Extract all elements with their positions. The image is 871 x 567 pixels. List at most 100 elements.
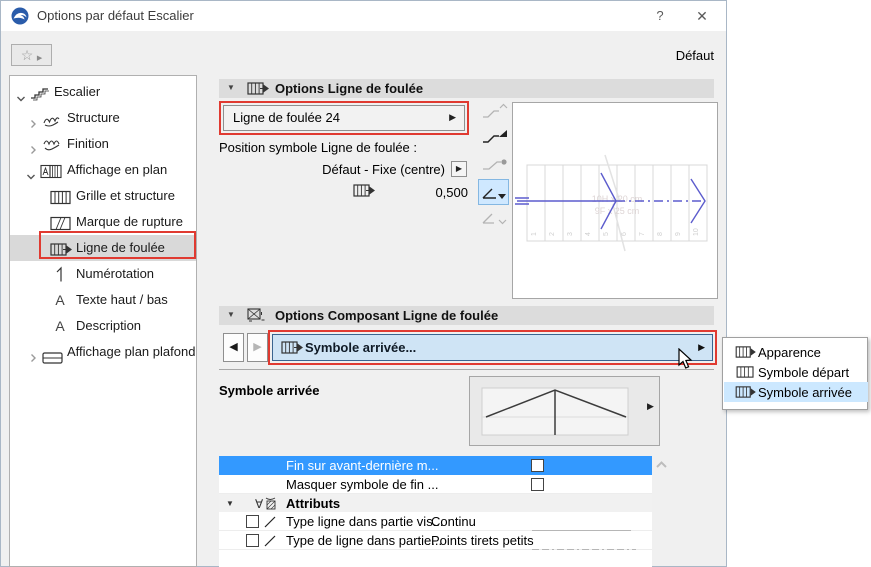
tree-label: Description xyxy=(76,318,142,333)
panel-title: Options Ligne de foulée xyxy=(275,81,424,96)
row-label: Type ligne dans partie vis... xyxy=(286,514,444,529)
component-selector-value: Symbole arrivée... xyxy=(305,340,417,355)
sidebar-item-finition[interactable]: Finition xyxy=(10,131,196,157)
dialog-title: Options par défaut Escalier xyxy=(37,8,194,23)
walking-line-type-dropdown[interactable]: Ligne de foulée 24 ▶ xyxy=(223,105,465,131)
nav-right-icon: ▶ xyxy=(253,341,262,353)
chevron-right-icon[interactable] xyxy=(28,112,38,138)
svg-text:8: 8 xyxy=(657,232,664,236)
chevron-right-icon: ▶ xyxy=(449,112,456,122)
text-icon: A xyxy=(52,317,68,343)
sidebar-item-affichage-plan-plafond[interactable]: Affichage plan plafond r xyxy=(10,339,196,365)
sidebar-item-structure[interactable]: Structure xyxy=(10,105,196,131)
default-label: Défaut xyxy=(675,48,714,63)
collapse-triangle-icon[interactable]: ▼ xyxy=(227,83,235,92)
panel-header-ligne-de-foulee[interactable]: ▼ Options Ligne de foulée xyxy=(219,79,714,98)
mouse-cursor xyxy=(677,347,695,373)
floor-plan-icon xyxy=(40,162,62,188)
tree-label: Affichage en plan xyxy=(67,162,168,177)
row-label: Fin sur avant-dernière m... xyxy=(286,458,439,473)
scroll-up-icon[interactable] xyxy=(655,457,668,472)
previous-component-button[interactable]: ◀ xyxy=(223,333,244,362)
svg-text:3: 3 xyxy=(567,232,574,236)
table-row-type-ligne-masquee[interactable]: Type de ligne dans partie... Points tire… xyxy=(219,531,652,552)
component-selector-bar[interactable]: Symbole arrivée... ▶ xyxy=(272,334,713,361)
collapse-triangle-icon[interactable]: ▼ xyxy=(226,499,234,508)
checkbox[interactable] xyxy=(531,459,544,472)
stair-default-settings-dialog: Options par défaut Escalier ? ✕ ☆ ▶ Défa… xyxy=(0,0,727,567)
chevron-right-icon: ▶ xyxy=(698,342,705,352)
component-icon xyxy=(247,308,266,327)
sidebar-item-numerotation[interactable]: Numérotation xyxy=(10,261,196,287)
dropdown-value: Ligne de foulée 24 xyxy=(233,110,340,125)
sidebar-item-affichage-en-plan[interactable]: Affichage en plan xyxy=(10,157,196,183)
sidebar-item-description[interactable]: A Description xyxy=(10,313,196,339)
position-dropdown-button[interactable]: ▶ xyxy=(451,161,467,177)
structure-icon xyxy=(42,110,61,136)
preview-text-2: 9F x 25 cm xyxy=(595,206,640,216)
archicad-logo-icon xyxy=(11,7,29,25)
star-icon: ☆ xyxy=(20,47,34,63)
help-button[interactable]: ? xyxy=(656,8,664,23)
tree-label: Affichage plan plafond r xyxy=(67,344,197,359)
text-icon: A xyxy=(52,291,68,317)
settings-tree: Escalier Structure Finition Affichage en… xyxy=(9,75,197,567)
break-mark-icon xyxy=(50,214,71,240)
checkbox[interactable] xyxy=(246,534,259,547)
close-button[interactable]: ✕ xyxy=(696,8,708,24)
divider xyxy=(219,369,714,370)
line-style-option-5[interactable] xyxy=(478,206,509,232)
tree-label: Finition xyxy=(67,136,109,151)
menu-item-label: Apparence xyxy=(758,345,821,360)
sidebar-item-ligne-de-foulee[interactable]: Ligne de foulée xyxy=(10,235,196,261)
chevron-down-icon[interactable] xyxy=(16,87,26,113)
tree-label: Numérotation xyxy=(76,266,155,281)
table-row-masquer-symbole[interactable]: Masquer symbole de fin ... xyxy=(219,475,652,494)
chevron-right-icon[interactable] xyxy=(28,138,38,164)
sidebar-item-escalier[interactable]: Escalier xyxy=(10,79,196,105)
line-style-option-4-selected[interactable] xyxy=(478,179,509,205)
sidebar-item-grille-et-structure[interactable]: Grille et structure xyxy=(10,183,196,209)
line-style-option-3[interactable] xyxy=(478,152,509,178)
row-value[interactable]: Points tirets petits xyxy=(431,533,534,548)
pen-line-icon xyxy=(263,515,277,532)
line-style-option-1[interactable] xyxy=(478,98,509,124)
checkbox[interactable] xyxy=(246,515,259,528)
numbering-icon xyxy=(54,266,66,292)
panel-header-composant[interactable]: ▼ Options Composant Ligne de foulée xyxy=(219,306,714,325)
table-row-fin-avant-derniere[interactable]: Fin sur avant-dernière m... xyxy=(219,456,652,475)
svg-text:A: A xyxy=(55,318,65,334)
arrival-symbol-preview[interactable] xyxy=(469,376,660,446)
chevron-right-icon[interactable]: ▶ xyxy=(647,401,654,411)
checkbox[interactable] xyxy=(531,478,544,491)
tree-label: Texte haut / bas xyxy=(76,292,168,307)
line-style-option-2[interactable] xyxy=(478,125,509,151)
tree-label: Grille et structure xyxy=(76,188,175,203)
offset-value-field[interactable]: 0,500 xyxy=(435,185,468,200)
pen-line-icon xyxy=(263,534,277,551)
grid-icon xyxy=(735,365,757,382)
svg-text:∀: ∀ xyxy=(255,497,264,511)
sidebar-item-texte-haut-bas[interactable]: A Texte haut / bas xyxy=(10,287,196,313)
svg-text:6: 6 xyxy=(621,232,628,236)
chevron-right-icon[interactable] xyxy=(28,346,38,372)
sidebar-item-marque-de-rupture[interactable]: Marque de rupture xyxy=(10,209,196,235)
position-symbol-label: Position symbole Ligne de foulée : xyxy=(219,140,418,155)
next-component-button[interactable]: ▶ xyxy=(247,333,268,362)
table-row-type-ligne-visible[interactable]: Type ligne dans partie vis... Continu xyxy=(219,512,652,533)
menu-item-symbole-depart[interactable]: Symbole départ xyxy=(724,362,868,382)
menu-item-symbole-arrivee[interactable]: Symbole arrivée xyxy=(724,382,868,402)
collapse-triangle-icon[interactable]: ▼ xyxy=(227,310,235,319)
walking-line-preview: 1 2 3 4 5 6 7 8 9 10 10H x 20 cm 9F x 25… xyxy=(512,102,718,299)
row-value[interactable]: Continu xyxy=(431,514,476,529)
row-label: Masquer symbole de fin ... xyxy=(286,477,439,492)
tree-label: Ligne de foulée xyxy=(76,240,165,255)
table-group-attributs[interactable]: ▼ ∀ Attributs xyxy=(219,494,652,513)
menu-item-apparence[interactable]: Apparence xyxy=(724,342,868,362)
position-value: Défaut - Fixe (centre) xyxy=(322,162,445,177)
favorites-button[interactable]: ☆ ▶ xyxy=(11,44,52,66)
chevron-down-icon[interactable] xyxy=(26,165,36,191)
panel-title: Options Composant Ligne de foulée xyxy=(275,308,499,323)
row-label: Type de ligne dans partie... xyxy=(286,533,443,548)
attributes-icon: ∀ xyxy=(253,495,279,515)
